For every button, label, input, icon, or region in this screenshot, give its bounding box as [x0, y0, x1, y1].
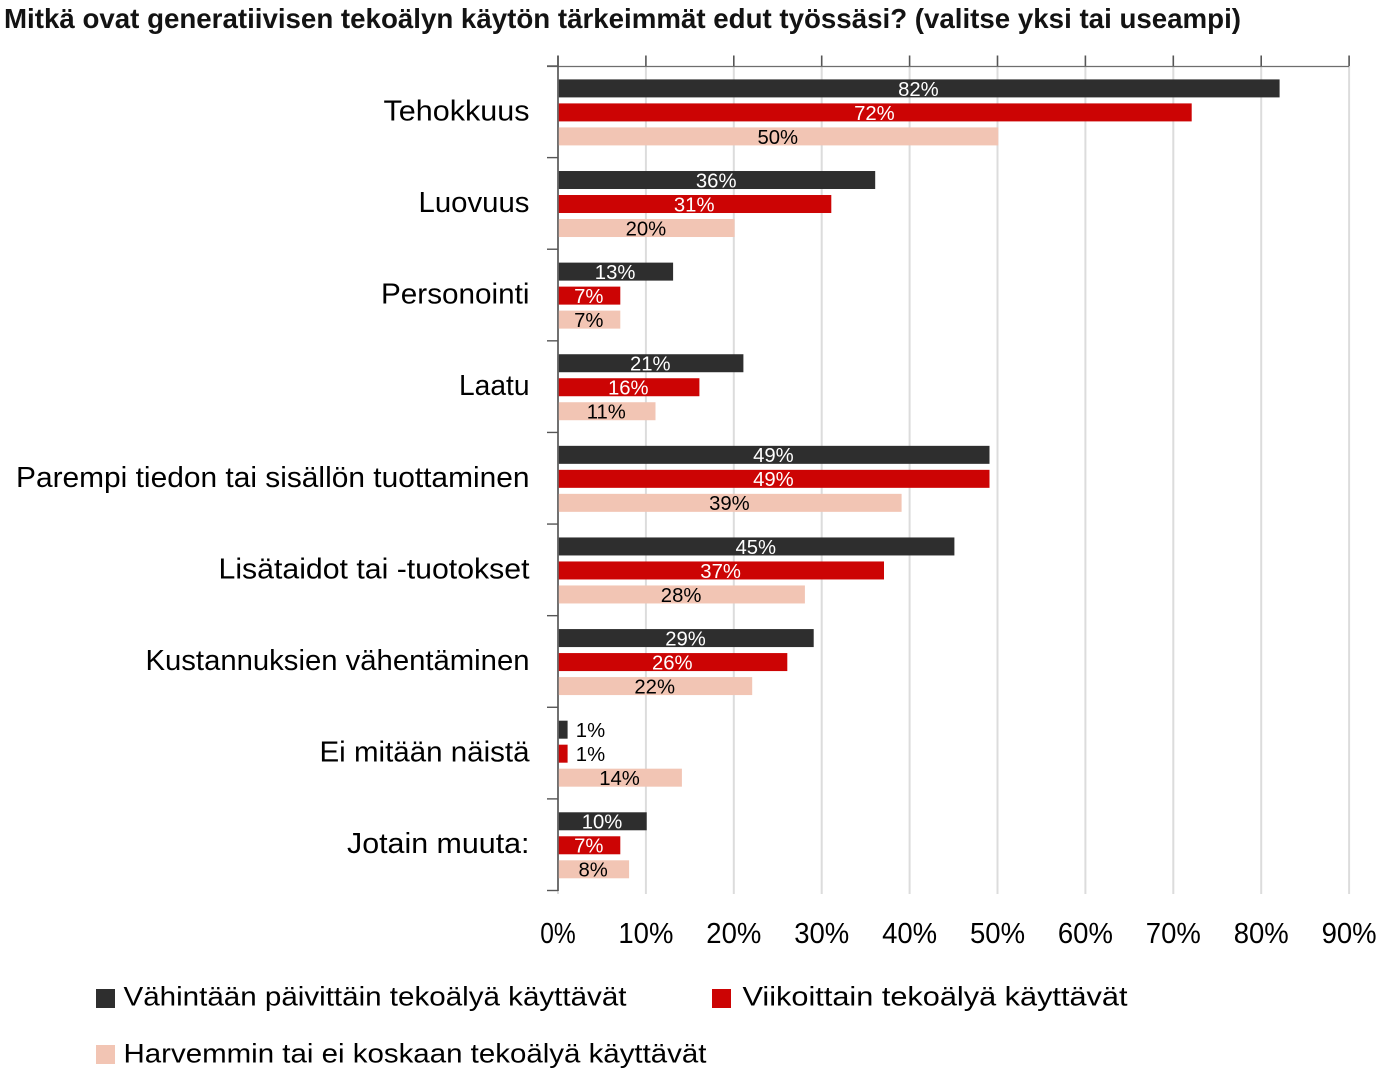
svg-text:72%: 72% [854, 103, 895, 125]
svg-text:49%: 49% [753, 469, 794, 491]
svg-text:Jotain muuta:: Jotain muuta: [347, 828, 530, 860]
svg-text:82%: 82% [898, 79, 939, 101]
svg-text:20%: 20% [706, 918, 761, 950]
svg-text:1%: 1% [576, 744, 605, 766]
svg-text:70%: 70% [1146, 918, 1201, 950]
svg-text:7%: 7% [574, 310, 603, 332]
svg-text:28%: 28% [661, 585, 702, 607]
svg-text:8%: 8% [579, 860, 608, 882]
svg-text:49%: 49% [753, 445, 794, 467]
svg-text:10%: 10% [618, 918, 673, 950]
svg-text:Lisätaidot tai -tuotokset: Lisätaidot tai -tuotokset [219, 553, 530, 585]
svg-text:50%: 50% [758, 127, 799, 149]
svg-text:21%: 21% [630, 354, 671, 376]
svg-text:Tehokkuus: Tehokkuus [384, 95, 530, 127]
svg-text:39%: 39% [709, 493, 750, 515]
svg-text:Ei mitään näistä: Ei mitään näistä [320, 737, 531, 769]
svg-text:Kustannuksien vähentäminen: Kustannuksien vähentäminen [146, 645, 530, 677]
svg-text:Parempi tiedon tai sisällön tu: Parempi tiedon tai sisällön tuottaminen [16, 462, 530, 494]
svg-text:10%: 10% [582, 812, 623, 834]
svg-text:13%: 13% [595, 262, 636, 284]
svg-text:Harvemmin tai ei koskaan tekoä: Harvemmin tai ei koskaan tekoälyä käyttä… [124, 1038, 708, 1068]
svg-text:0%: 0% [540, 918, 576, 950]
svg-text:26%: 26% [652, 652, 693, 674]
svg-text:Luovuus: Luovuus [419, 187, 530, 219]
svg-text:Laatu: Laatu [459, 370, 530, 402]
svg-text:1%: 1% [576, 720, 605, 742]
svg-text:Mitkä ovat generatiivisen teko: Mitkä ovat generatiivisen tekoälyn käytö… [4, 3, 1241, 34]
svg-text:29%: 29% [665, 628, 706, 650]
svg-text:36%: 36% [696, 170, 737, 192]
svg-text:20%: 20% [626, 218, 667, 240]
svg-text:7%: 7% [574, 836, 603, 858]
svg-text:14%: 14% [599, 768, 640, 790]
svg-text:45%: 45% [736, 537, 777, 559]
svg-text:11%: 11% [587, 402, 626, 424]
svg-text:37%: 37% [700, 561, 741, 583]
svg-text:16%: 16% [608, 378, 649, 400]
svg-text:90%: 90% [1322, 918, 1377, 950]
svg-text:40%: 40% [882, 918, 937, 950]
svg-text:60%: 60% [1058, 918, 1113, 950]
svg-text:22%: 22% [634, 676, 675, 698]
svg-text:7%: 7% [574, 286, 603, 308]
svg-text:Personointi: Personointi [381, 279, 530, 311]
svg-text:Vähintään päivittäin tekoälyä: Vähintään päivittäin tekoälyä käyttävät [124, 982, 628, 1012]
svg-text:50%: 50% [970, 918, 1025, 950]
svg-text:30%: 30% [794, 918, 849, 950]
svg-text:Viikoittain tekoälyä käyttävät: Viikoittain tekoälyä käyttävät [743, 982, 1129, 1012]
svg-text:80%: 80% [1234, 918, 1289, 950]
svg-text:31%: 31% [674, 194, 715, 216]
